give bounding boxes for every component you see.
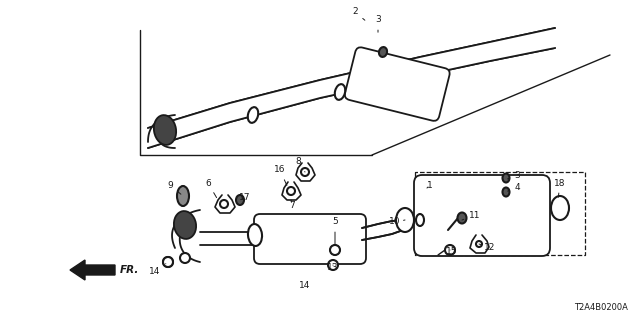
Polygon shape — [362, 220, 406, 240]
Text: 15: 15 — [446, 247, 458, 257]
Ellipse shape — [330, 245, 339, 254]
Text: 14: 14 — [149, 264, 166, 276]
Text: 6: 6 — [205, 179, 216, 198]
Ellipse shape — [551, 196, 569, 220]
Text: 13: 13 — [327, 263, 339, 273]
Ellipse shape — [502, 173, 509, 182]
Text: T2A4B0200A: T2A4B0200A — [574, 303, 628, 313]
Ellipse shape — [248, 107, 258, 123]
Ellipse shape — [174, 211, 196, 239]
Ellipse shape — [177, 186, 189, 206]
Text: 3: 3 — [375, 15, 381, 32]
Text: 2: 2 — [352, 7, 365, 20]
Circle shape — [301, 168, 309, 176]
Ellipse shape — [236, 195, 244, 205]
Ellipse shape — [335, 84, 345, 100]
Text: 10: 10 — [389, 218, 405, 227]
Ellipse shape — [416, 214, 424, 226]
Text: FR.: FR. — [120, 265, 140, 275]
Text: 17: 17 — [239, 193, 251, 202]
Circle shape — [287, 187, 295, 195]
Polygon shape — [148, 28, 555, 148]
Text: 11: 11 — [462, 211, 481, 220]
Text: 5: 5 — [332, 218, 338, 245]
Ellipse shape — [396, 208, 414, 232]
FancyBboxPatch shape — [254, 214, 366, 264]
Text: 14: 14 — [300, 281, 310, 290]
Ellipse shape — [458, 212, 467, 223]
Ellipse shape — [379, 47, 387, 57]
Text: 18: 18 — [554, 179, 566, 197]
Circle shape — [163, 257, 173, 267]
FancyArrow shape — [70, 260, 115, 280]
FancyBboxPatch shape — [345, 47, 450, 121]
Circle shape — [328, 260, 338, 270]
Ellipse shape — [502, 188, 509, 196]
Text: 1: 1 — [427, 180, 433, 189]
Circle shape — [476, 241, 482, 247]
Text: 4: 4 — [508, 183, 520, 193]
Text: 3: 3 — [508, 171, 520, 180]
Text: 8: 8 — [295, 157, 305, 172]
FancyBboxPatch shape — [414, 175, 550, 256]
Text: 12: 12 — [479, 244, 496, 252]
Ellipse shape — [163, 257, 173, 267]
Ellipse shape — [248, 224, 262, 246]
Text: 7: 7 — [289, 200, 295, 210]
Ellipse shape — [154, 115, 176, 145]
Circle shape — [445, 245, 455, 255]
Circle shape — [330, 245, 340, 255]
Circle shape — [220, 200, 228, 208]
Text: 16: 16 — [275, 165, 287, 186]
Circle shape — [180, 253, 190, 263]
Text: 9: 9 — [167, 180, 181, 194]
